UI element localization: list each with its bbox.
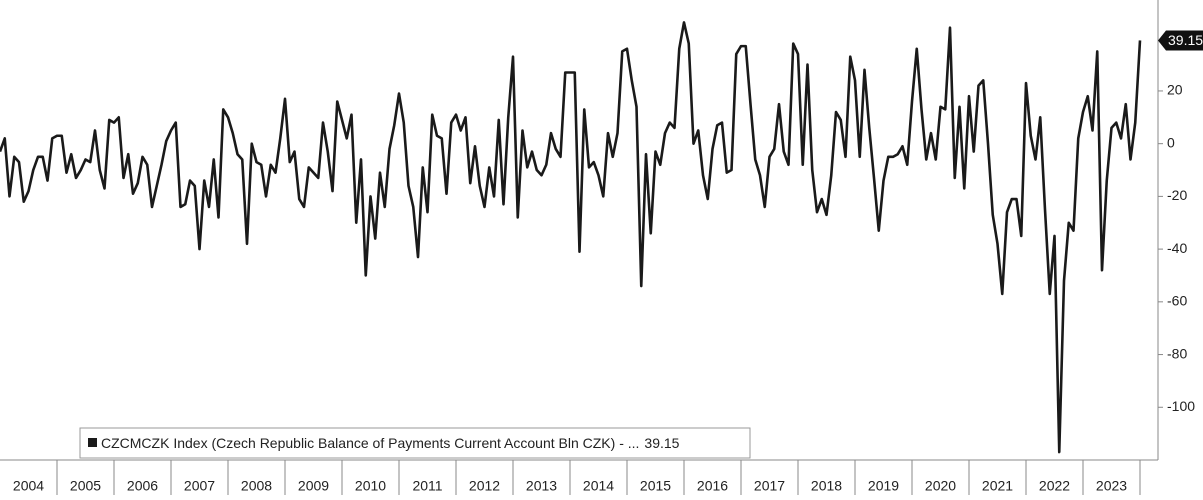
x-tick-label: 2008 (241, 478, 272, 494)
y-tick-label: -100 (1167, 398, 1195, 414)
x-tick-label: 2010 (355, 478, 386, 494)
x-tick-label: 2019 (868, 478, 899, 494)
x-tick-label: 2013 (526, 478, 557, 494)
x-tick-label: 2009 (298, 478, 329, 494)
x-tick-label: 2007 (184, 478, 215, 494)
y-tick-label: 20 (1167, 82, 1183, 98)
y-tick-label: 0 (1167, 134, 1175, 150)
legend: CZCMCZK Index (Czech Republic Balance of… (79, 427, 751, 459)
x-tick-label: 2012 (469, 478, 500, 494)
x-tick-label: 2011 (412, 478, 442, 494)
x-tick-label: 2018 (811, 478, 842, 494)
legend-value: 39.15 (644, 435, 679, 451)
y-tick-label: -20 (1167, 187, 1187, 203)
x-tick-label: 2006 (127, 478, 158, 494)
last-value-label: 39.15 (1168, 32, 1203, 48)
legend-box (79, 427, 751, 459)
x-tick-label: 2023 (1096, 478, 1127, 494)
x-tick-label: 2016 (697, 478, 728, 494)
legend-label: CZCMCZK Index (Czech Republic Balance of… (101, 435, 639, 451)
data-line (0, 21, 1142, 454)
x-tick-label: 2014 (583, 478, 614, 494)
x-tick-label: 2017 (754, 478, 785, 494)
x-tick-label: 2004 (13, 478, 44, 494)
last-value-tag (1158, 30, 1203, 51)
legend-text: CZCMCZK Index (Czech Republic Balance of… (101, 435, 680, 451)
x-tick-label: 2022 (1039, 478, 1070, 494)
legend-swatch (88, 438, 97, 447)
y-tick-label: -60 (1167, 293, 1187, 309)
x-tick-label: 2020 (925, 478, 956, 494)
x-tick-label: 2021 (982, 478, 1013, 494)
y-tick-label: -40 (1167, 240, 1187, 256)
y-tick-label: -80 (1167, 345, 1187, 361)
x-tick-label: 2005 (70, 478, 101, 494)
x-tick-label: 2015 (640, 478, 671, 494)
